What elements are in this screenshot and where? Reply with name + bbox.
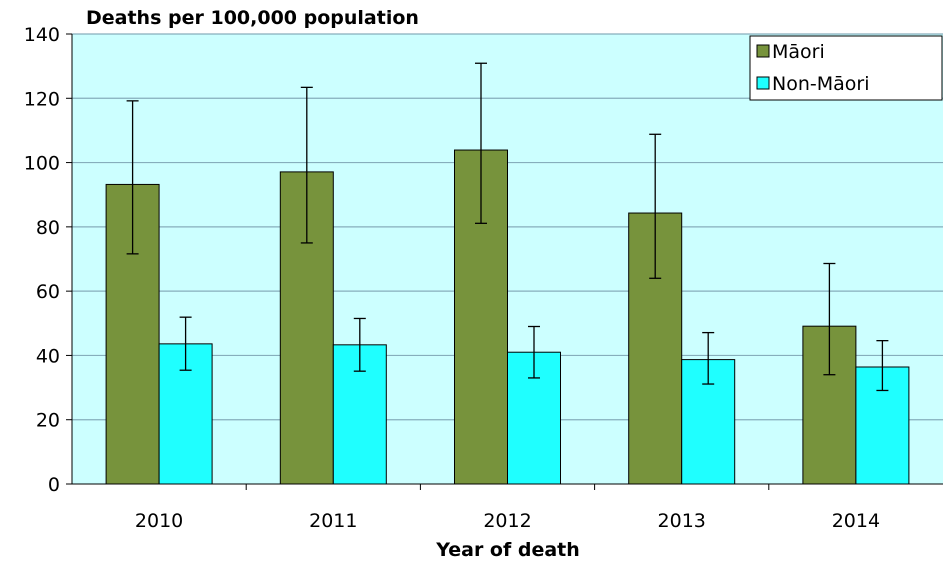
legend-swatch-maori [756,44,770,58]
y-tick-label: 0 [48,474,60,496]
y-tick-label: 20 [36,410,60,432]
legend-label-maori: Māori [772,41,825,63]
x-axis-title: Year of death [435,539,580,561]
legend-swatch-non-maori [756,76,770,90]
legend: Māori Non-Māori [749,35,943,101]
y-tick-label: 80 [36,217,60,239]
error-bars [126,62,889,392]
y-tick-label: 120 [24,88,60,110]
y-tick-label: 140 [24,24,60,46]
x-tick-label: 2011 [309,510,357,532]
y-tick-label: 40 [36,345,60,367]
x-tick-label: 2012 [483,510,531,532]
x-tick-label: 2014 [832,510,880,532]
legend-box [749,35,943,101]
x-tick-label: 2013 [658,510,706,532]
legend-label-non-maori: Non-Māori [772,73,870,95]
y-tick-label: 60 [36,281,60,303]
y-axis-ticks: 0 20 40 60 80 100 120 140 [24,24,72,496]
x-tick-label: 2010 [135,510,183,532]
chart-title: Deaths per 100,000 population [86,7,419,29]
y-tick-label: 100 [24,153,60,175]
x-axis-ticks: 2010 2011 2012 2013 2014 [135,484,880,532]
